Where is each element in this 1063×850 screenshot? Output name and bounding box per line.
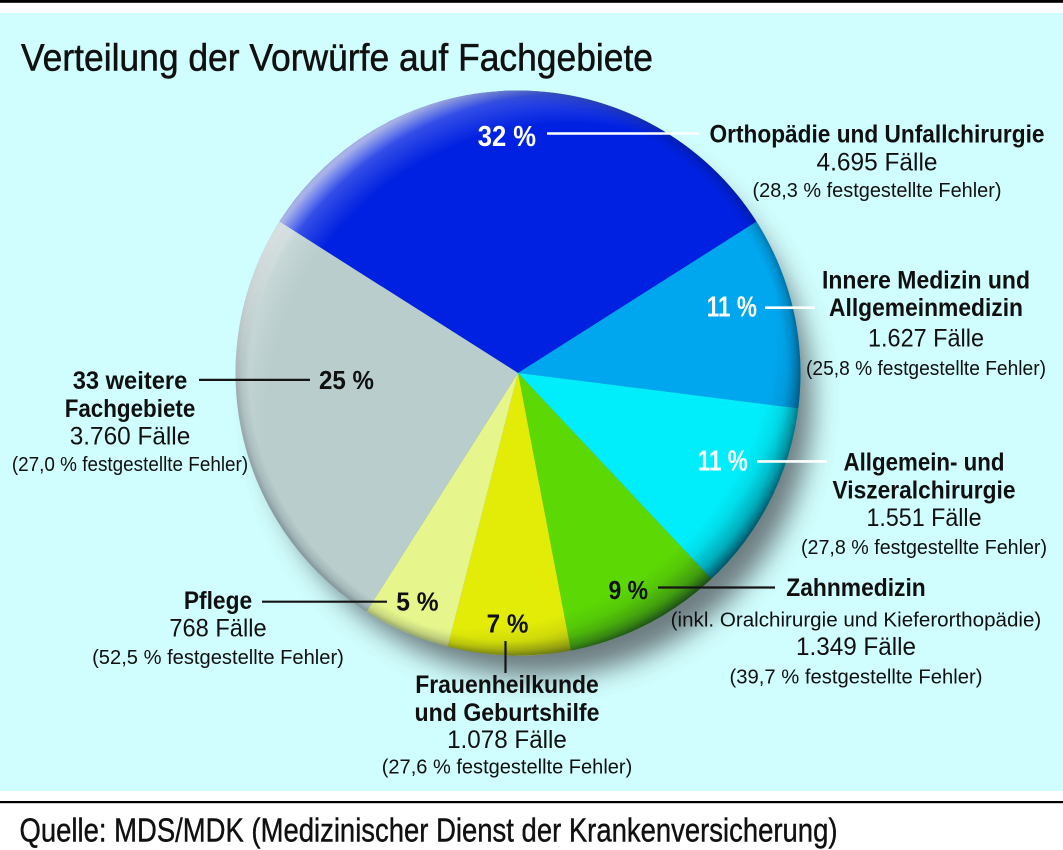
svg-text:768 Fälle: 768 Fälle [169,615,266,643]
svg-text:(25,8 % festgestellte Fehler): (25,8 % festgestellte Fehler) [806,357,1046,380]
svg-text:7 %: 7 % [487,611,529,639]
svg-text:(27,6 % festgestellte Fehler): (27,6 % festgestellte Fehler) [382,756,633,779]
svg-text:Verteilung der Vorwürfe auf Fa: Verteilung der Vorwürfe auf Fachgebiete [21,38,653,80]
svg-text:Allgemeinmedizin: Allgemeinmedizin [829,294,1023,322]
svg-text:5 %: 5 % [396,589,438,617]
svg-text:9 %: 9 % [609,577,649,605]
svg-text:(27,0 % festgestellte Fehler): (27,0 % festgestellte Fehler) [12,453,248,476]
svg-text:(28,3 % festgestellte Fehler): (28,3 % festgestellte Fehler) [753,179,1002,202]
svg-text:33 weitere: 33 weitere [73,367,188,395]
svg-text:1.078 Fälle: 1.078 Fälle [447,726,567,754]
svg-text:11 %: 11 % [698,446,748,478]
svg-text:(inkl. Oralchirurgie und Kiefe: (inkl. Oralchirurgie und Kieferorthopädi… [671,609,1042,632]
svg-text:(27,8 % festgestellte Fehler): (27,8 % festgestellte Fehler) [801,536,1047,559]
svg-text:4.695 Fälle: 4.695 Fälle [817,149,938,177]
svg-text:Pflege: Pflege [184,587,252,615]
svg-text:(52,5 % festgestellte Fehler): (52,5 % festgestellte Fehler) [92,646,344,669]
svg-text:32 %: 32 % [478,121,536,153]
svg-text:1.627 Fälle: 1.627 Fälle [868,324,984,352]
svg-text:Innere Medizin und: Innere Medizin und [822,266,1030,294]
svg-text:25 %: 25 % [319,367,374,395]
svg-text:3.760 Fälle: 3.760 Fälle [70,423,191,451]
svg-text:und Geburtshilfe: und Geburtshilfe [415,699,600,727]
svg-text:Zahnmedizin: Zahnmedizin [786,574,926,602]
svg-text:1.551 Fälle: 1.551 Fälle [867,504,982,532]
svg-text:Quelle: MDS/MDK (Medizinischer: Quelle: MDS/MDK (Medizinischer Dienst de… [20,812,838,849]
svg-text:Fachgebiete: Fachgebiete [65,395,196,423]
svg-text:Orthopädie und Unfallchirurgie: Orthopädie und Unfallchirurgie [710,120,1045,148]
svg-text:1.349 Fälle: 1.349 Fälle [796,633,916,661]
svg-text:Allgemein- und: Allgemein- und [844,449,1005,477]
svg-text:(39,7 % festgestellte Fehler): (39,7 % festgestellte Fehler) [730,665,983,688]
svg-text:Frauenheilkunde: Frauenheilkunde [415,671,599,699]
svg-text:11 %: 11 % [707,292,757,324]
svg-text:Viszeralchirurgie: Viszeralchirurgie [833,476,1016,504]
